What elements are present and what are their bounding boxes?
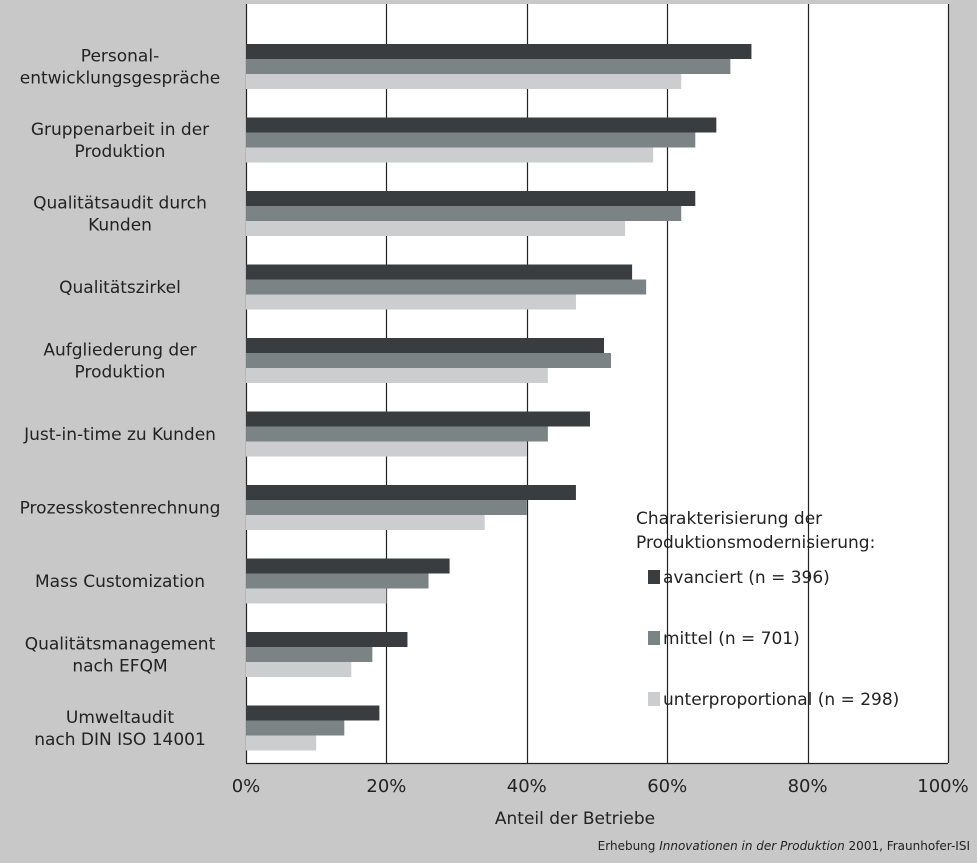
x-tick-label: 0% [232,776,261,797]
bar [246,411,590,427]
bar [246,338,605,353]
category-label-line: Aufgliederung der [43,341,196,361]
category-label: Just-in-time zu Kunden [23,425,216,445]
bar [246,206,682,221]
bar [246,132,696,148]
bar [246,573,429,589]
bar [246,279,647,295]
category-label-line: Mass Customization [35,572,205,592]
category-label-line: entwicklungsgespräche [20,69,221,89]
bar [246,147,654,163]
bar [246,588,387,604]
category-label-line: Produktion [75,363,166,383]
legend-swatch [648,570,660,584]
category-labels: Personal-entwicklungsgespräche Gruppenarb… [20,47,221,751]
category-label-line: Just-in-time zu Kunden [23,425,216,445]
bar [246,59,731,74]
legend-title-line: Produktionsmodernisierung: [636,533,875,553]
category-label: Aufgliederung der Produktion [43,341,196,383]
category-label-line: Gruppenarbeit in der [31,120,209,140]
bar [246,264,633,280]
legend-swatch [648,631,660,645]
x-tick-label: 20% [366,776,406,797]
bar [246,662,352,677]
bar [246,426,548,442]
bar [246,353,612,368]
category-label: Qualitätsaudit durch Kunden [33,194,207,236]
category-label: Gruppenarbeit in der Produktion [31,120,209,162]
bar [246,368,548,383]
category-label: Umweltaudit nach DIN ISO 14001 [34,708,206,750]
legend: Charakterisierung der Produktionsmodernis… [636,509,899,710]
bar [246,500,527,515]
bar [246,74,682,89]
category-label: Prozesskostenrechnung [20,499,221,519]
bar [246,221,626,236]
bar [246,117,717,133]
bar [246,515,485,530]
legend-title: Charakterisierung der Produktionsmodernis… [636,509,875,553]
category-label-line: nach EFQM [72,657,167,677]
category-label-line: Qualitätsmanagement [25,635,216,655]
x-tick-label: 40% [507,776,547,797]
bar [246,44,752,59]
bar [246,485,576,500]
category-label-line: nach DIN ISO 14001 [34,730,206,750]
legend-label: avanciert (n = 396) [663,568,830,588]
bar [246,558,450,574]
legend-label: unterproportional (n = 298) [663,690,899,710]
x-tick-label: 60% [647,776,687,797]
category-label-line: Prozesskostenrechnung [20,499,221,519]
category-label-line: Produktion [75,142,166,162]
category-label-line: Kunden [88,216,152,236]
category-label-line: Qualitätsaudit durch [33,194,207,214]
x-tick-labels: 0% 20% 40% 60% 80% 100% [232,776,969,797]
legend-swatch [648,692,660,706]
bars [246,44,752,751]
x-tick-label: 100% [917,776,968,797]
bar [246,735,317,751]
category-label: Qualitätsmanagement nach EFQM [25,635,216,677]
bar [246,632,408,647]
footer-source: Erhebung Innovationen in der Produktion … [598,839,970,853]
category-label: Mass Customization [35,572,205,592]
bar [246,191,696,206]
bar [246,647,373,662]
category-label-line: Umweltaudit [66,708,174,728]
bar [246,720,345,736]
legend-title-line: Charakterisierung der [636,509,822,529]
legend-label: mittel (n = 701) [663,629,800,649]
bar [246,294,576,310]
footer-prefix: Erhebung [598,839,660,853]
bar [246,441,527,457]
x-axis-title: Anteil der Betriebe [495,809,655,829]
category-label: Personal-entwicklungsgespräche [20,47,221,89]
category-label-line: Personal- [81,47,159,67]
footer-italic: Innovationen in der Produktion [659,839,845,853]
footer-suffix: 2001, Fraunhofer-ISI [845,839,970,853]
category-label-line: Qualitätszirkel [59,278,181,298]
x-tick-label: 80% [788,776,828,797]
bar [246,705,380,721]
category-label: Qualitätszirkel [59,278,181,298]
